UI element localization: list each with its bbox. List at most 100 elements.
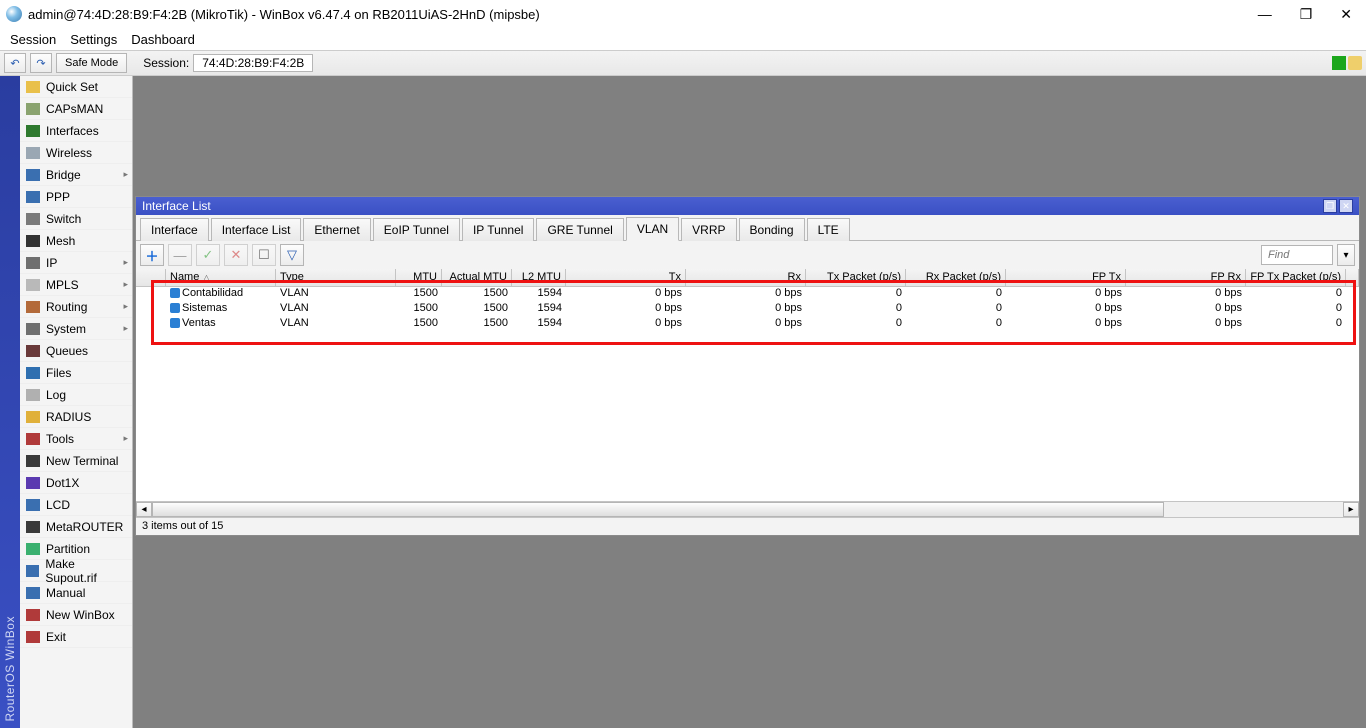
sidebar-item-system[interactable]: System▸: [20, 318, 132, 340]
tab-ip-tunnel[interactable]: IP Tunnel: [462, 218, 534, 241]
sidebar-icon: [26, 103, 40, 115]
sidebar-icon: [26, 411, 40, 423]
sidebar-item-wireless[interactable]: Wireless: [20, 142, 132, 164]
sidebar-item-label: Exit: [46, 630, 66, 644]
tab-interface-list[interactable]: Interface List: [211, 218, 302, 241]
table-row[interactable]: SistemasVLAN1500150015940 bps0 bps000 bp…: [136, 302, 1359, 317]
tab-lte[interactable]: LTE: [807, 218, 850, 241]
workspace: Interface List ❐ ✕ InterfaceInterface Li…: [133, 76, 1366, 728]
inner-window-title: Interface List: [142, 199, 211, 213]
tab-eoip-tunnel[interactable]: EoIP Tunnel: [373, 218, 460, 241]
sidebar-item-new-winbox[interactable]: New WinBox: [20, 604, 132, 626]
sidebar-item-label: Manual: [46, 586, 85, 600]
session-value: 74:4D:28:B9:F4:2B: [193, 54, 313, 72]
sidebar-item-label: Switch: [46, 212, 81, 226]
table-row[interactable]: VentasVLAN1500150015940 bps0 bps000 bps0…: [136, 317, 1359, 332]
sidebar-icon: [26, 521, 40, 533]
sidebar-item-interfaces[interactable]: Interfaces: [20, 120, 132, 142]
sidebar-item-new-terminal[interactable]: New Terminal: [20, 450, 132, 472]
sidebar-icon: [26, 389, 40, 401]
sidebar-item-ppp[interactable]: PPP: [20, 186, 132, 208]
window-title: admin@74:4D:28:B9:F4:2B (MikroTik) - Win…: [28, 7, 540, 22]
undo-button[interactable]: ↶: [4, 53, 26, 73]
remove-button[interactable]: —: [168, 244, 192, 266]
menu-settings[interactable]: Settings: [70, 32, 117, 47]
sidebar-icon: [26, 235, 40, 247]
maximize-button[interactable]: ❐: [1300, 7, 1313, 21]
sidebar-icon: [26, 477, 40, 489]
sidebar-icon: [26, 587, 40, 599]
sidebar-icon: [26, 609, 40, 621]
sidebar-icon: [26, 433, 40, 445]
sidebar-icon: [26, 125, 40, 137]
find-dropdown[interactable]: ▾: [1337, 244, 1355, 266]
inner-close-button[interactable]: ✕: [1339, 199, 1353, 213]
tab-ethernet[interactable]: Ethernet: [303, 218, 370, 241]
comment-button[interactable]: ☐: [252, 244, 276, 266]
table-row[interactable]: ContabilidadVLAN1500150015940 bps0 bps00…: [136, 287, 1359, 302]
minimize-button[interactable]: —: [1258, 7, 1272, 21]
sidebar-item-exit[interactable]: Exit: [20, 626, 132, 648]
close-button[interactable]: ✕: [1340, 7, 1352, 21]
disable-button[interactable]: ✕: [224, 244, 248, 266]
sidebar-item-manual[interactable]: Manual: [20, 582, 132, 604]
tab-vlan[interactable]: VLAN: [626, 217, 679, 241]
add-button[interactable]: ＋: [140, 244, 164, 266]
sidebar-item-tools[interactable]: Tools▸: [20, 428, 132, 450]
sidebar-item-label: Queues: [46, 344, 88, 358]
sidebar-icon: [26, 191, 40, 203]
sidebar-icon: [26, 301, 40, 313]
sidebar-item-capsman[interactable]: CAPsMAN: [20, 98, 132, 120]
scroll-thumb[interactable]: [152, 502, 1164, 517]
menu-dashboard[interactable]: Dashboard: [131, 32, 195, 47]
inner-toolbar: ＋ — ✓ ✕ ☐ ▽ ▾: [136, 241, 1359, 269]
sidebar-icon: [26, 323, 40, 335]
sidebar-icon: [26, 345, 40, 357]
scroll-right-arrow[interactable]: ▸: [1343, 502, 1359, 517]
table-header[interactable]: Name△ Type MTU Actual MTU L2 MTU Tx Rx T…: [136, 269, 1359, 287]
sidebar-item-label: Mesh: [46, 234, 75, 248]
horizontal-scrollbar[interactable]: ◂ ▸: [136, 501, 1359, 517]
find-input[interactable]: [1261, 245, 1333, 265]
sidebar-item-label: Dot1X: [46, 476, 79, 490]
sidebar-item-bridge[interactable]: Bridge▸: [20, 164, 132, 186]
sidebar-item-make-supout-rif[interactable]: Make Supout.rif: [20, 560, 132, 582]
safe-mode-button[interactable]: Safe Mode: [56, 53, 127, 73]
sidebar-item-quick-set[interactable]: Quick Set: [20, 76, 132, 98]
sidebar-item-dot1x[interactable]: Dot1X: [20, 472, 132, 494]
sidebar-item-mesh[interactable]: Mesh: [20, 230, 132, 252]
inner-window-titlebar[interactable]: Interface List ❐ ✕: [136, 197, 1359, 215]
enable-button[interactable]: ✓: [196, 244, 220, 266]
filter-button[interactable]: ▽: [280, 244, 304, 266]
sidebar-item-queues[interactable]: Queues: [20, 340, 132, 362]
sidebar-item-label: PPP: [46, 190, 70, 204]
sidebar-item-log[interactable]: Log: [20, 384, 132, 406]
tab-gre-tunnel[interactable]: GRE Tunnel: [536, 218, 623, 241]
tab-interface[interactable]: Interface: [140, 218, 209, 241]
sidebar-icon: [26, 279, 40, 291]
tab-bonding[interactable]: Bonding: [739, 218, 805, 241]
chevron-right-icon: ▸: [123, 257, 128, 268]
sidebar-item-files[interactable]: Files: [20, 362, 132, 384]
sidebar-item-routing[interactable]: Routing▸: [20, 296, 132, 318]
inner-restore-button[interactable]: ❐: [1323, 199, 1337, 213]
sidebar-item-mpls[interactable]: MPLS▸: [20, 274, 132, 296]
sidebar-item-metarouter[interactable]: MetaROUTER: [20, 516, 132, 538]
sidebar-item-label: Wireless: [46, 146, 92, 160]
brand-text: RouterOS WinBox: [3, 610, 17, 728]
sidebar-item-label: System: [46, 322, 86, 336]
menu-session[interactable]: Session: [10, 32, 56, 47]
tab-vrrp[interactable]: VRRP: [681, 218, 736, 241]
scroll-left-arrow[interactable]: ◂: [136, 502, 152, 517]
sidebar-item-switch[interactable]: Switch: [20, 208, 132, 230]
sidebar-item-label: Interfaces: [46, 124, 99, 138]
lock-icon: [1348, 56, 1362, 70]
redo-button[interactable]: ↷: [30, 53, 52, 73]
sidebar-item-lcd[interactable]: LCD: [20, 494, 132, 516]
sidebar-item-radius[interactable]: RADIUS: [20, 406, 132, 428]
window-controls: — ❐ ✕: [1258, 7, 1360, 21]
sidebar-item-ip[interactable]: IP▸: [20, 252, 132, 274]
menubar: Session Settings Dashboard: [0, 28, 1366, 50]
vlan-icon: [170, 303, 180, 313]
sidebar-item-label: RADIUS: [46, 410, 91, 424]
